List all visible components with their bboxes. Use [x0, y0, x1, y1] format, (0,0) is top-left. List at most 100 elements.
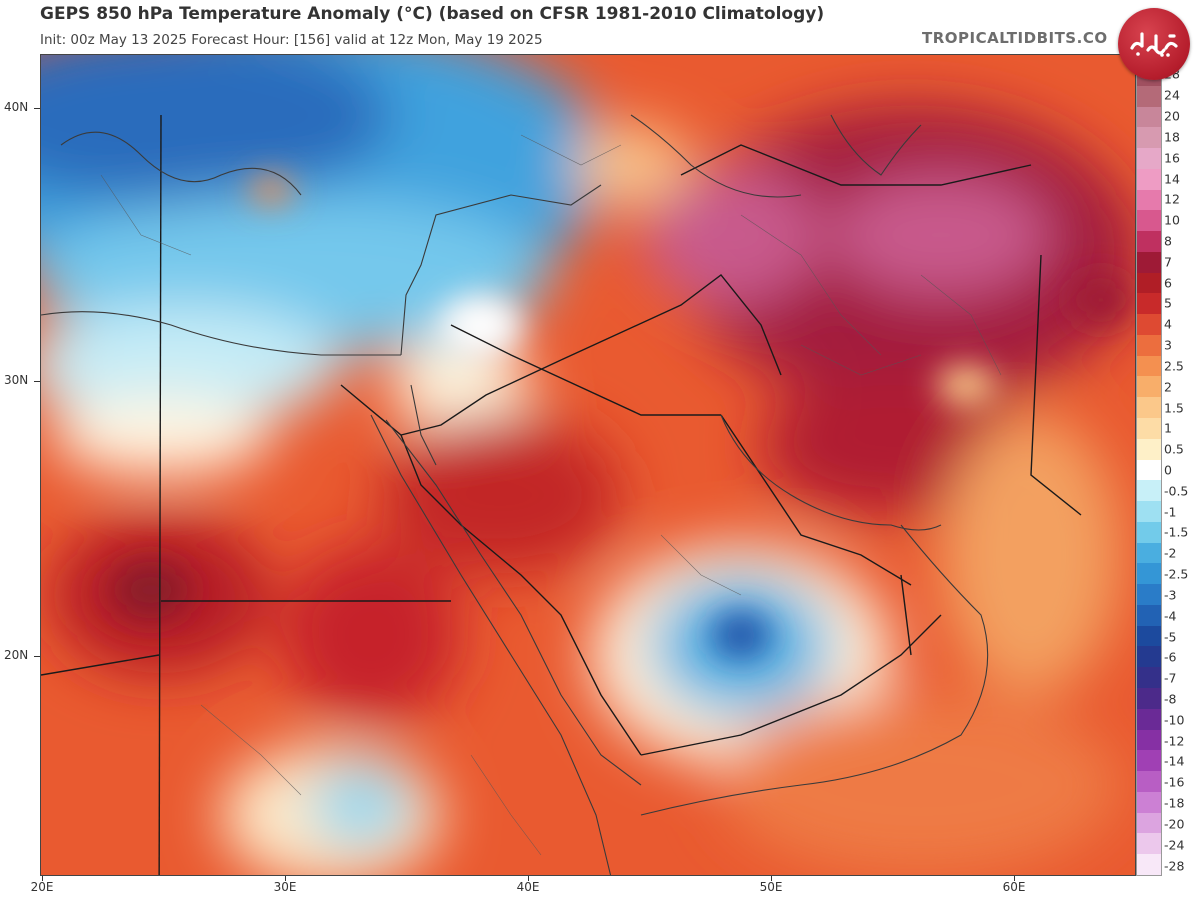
legend-swatch	[1137, 168, 1161, 190]
legend-swatch	[1137, 584, 1161, 605]
legend-label: -4	[1164, 608, 1177, 624]
lon-tick-20e	[42, 876, 43, 881]
legend-label: 5	[1164, 295, 1172, 311]
legend-label: 24	[1164, 87, 1180, 103]
legend-label: -2.5	[1164, 566, 1189, 582]
legend-label: 4	[1164, 316, 1172, 332]
legend-label: 8	[1164, 233, 1172, 249]
legend-label: -16	[1164, 774, 1185, 790]
legend-swatch	[1137, 231, 1161, 252]
anomaly-shading-detail	[111, 176, 1131, 659]
legend-swatch	[1137, 376, 1161, 398]
anomaly-shading	[41, 55, 1135, 875]
legend-swatch	[1137, 189, 1161, 211]
lon-tick-40e	[528, 876, 529, 881]
legend-label: -20	[1164, 816, 1185, 832]
lon-label-20e: 20E	[30, 880, 54, 894]
map-header: GEPS 850 hPa Temperature Anomaly (°C) (b…	[0, 0, 1200, 54]
lat-tick-20n	[34, 656, 40, 657]
legend-swatch	[1137, 854, 1161, 875]
legend-label: 1	[1164, 420, 1172, 436]
legend-label: 7	[1164, 254, 1172, 270]
legend-label: -5	[1164, 629, 1177, 645]
legend-label: 3	[1164, 337, 1172, 353]
legend-label: -7	[1164, 670, 1177, 686]
legend-label: -24	[1164, 837, 1185, 853]
lat-tick-30n	[34, 381, 40, 382]
lon-tick-30e	[285, 876, 286, 881]
legend-swatch	[1137, 791, 1161, 813]
legend-swatch	[1137, 771, 1161, 792]
legend-swatch	[1137, 729, 1161, 751]
legend-swatch	[1137, 521, 1161, 543]
legend-swatch	[1137, 355, 1161, 377]
forecast-info: Init: 00z May 13 2025 Forecast Hour: [15…	[40, 32, 543, 48]
legend-swatch	[1137, 459, 1161, 481]
legend-label: 10	[1164, 212, 1180, 228]
legend-swatch	[1137, 501, 1161, 522]
legend-label: -1.5	[1164, 524, 1189, 540]
legend-colorbar	[1136, 64, 1162, 876]
legend-labels: 28242018161412108765432.521.510.50-0.5-1…	[1160, 64, 1200, 876]
lon-tick-50e	[771, 876, 772, 881]
legend-swatch	[1137, 625, 1161, 647]
legend-label: 2.5	[1164, 358, 1184, 374]
legend-label: -14	[1164, 753, 1185, 769]
legend-swatch	[1137, 85, 1161, 107]
legend-swatch	[1137, 314, 1161, 335]
legend-swatch	[1137, 272, 1161, 294]
legend-label: -12	[1164, 733, 1185, 749]
legend-label: -3	[1164, 587, 1177, 603]
lon-tick-60e	[1014, 876, 1015, 881]
legend-label: -28	[1164, 858, 1185, 874]
anomaly-map[interactable]	[40, 54, 1136, 876]
lat-tick-40n	[34, 108, 40, 109]
source-watermark: TROPICALTIDBITS.CO	[922, 29, 1108, 47]
legend-label: -10	[1164, 712, 1185, 728]
legend-label: 0	[1164, 462, 1172, 478]
coastlines	[41, 114, 989, 875]
legend-swatch	[1137, 646, 1161, 668]
legend-swatch	[1137, 293, 1161, 315]
lon-label-30e: 30E	[273, 880, 297, 894]
legend-label: 2	[1164, 379, 1172, 395]
province-borders	[100, 134, 1002, 856]
lat-label-40n: 40N	[4, 100, 29, 114]
legend-label: 14	[1164, 171, 1180, 186]
lat-label-20n: 20N	[4, 648, 29, 662]
legend-swatch	[1137, 812, 1161, 834]
legend-swatch	[1137, 251, 1161, 273]
legend-label: 12	[1164, 191, 1180, 207]
legend-label: -18	[1164, 795, 1185, 811]
legend-swatch	[1137, 604, 1161, 626]
map-title: GEPS 850 hPa Temperature Anomaly (°C) (b…	[40, 4, 825, 24]
lat-label-30n: 30N	[4, 373, 29, 387]
legend-label: 18	[1164, 129, 1180, 145]
legend-label: 16	[1164, 150, 1180, 166]
legend-swatch	[1137, 397, 1161, 419]
legend-swatch	[1137, 334, 1161, 356]
legend-swatch	[1137, 687, 1161, 709]
legend-swatch	[1137, 127, 1161, 149]
logo-glyph-icon	[1130, 32, 1178, 57]
legend-label: -2	[1164, 545, 1177, 561]
legend-swatch	[1137, 563, 1161, 585]
country-borders	[41, 114, 1082, 875]
lon-label-60e: 60E	[1002, 880, 1026, 894]
fararu-logo	[1118, 8, 1190, 80]
legend-label: 0.5	[1164, 441, 1184, 457]
legend-label: 1.5	[1164, 400, 1184, 416]
legend-swatch	[1137, 833, 1161, 855]
legend-label: -8	[1164, 691, 1177, 707]
map-canvas	[41, 55, 1135, 875]
lon-label-50e: 50E	[759, 880, 783, 894]
legend-swatch	[1137, 750, 1161, 772]
legend-swatch	[1137, 106, 1161, 128]
legend-swatch	[1137, 480, 1161, 502]
legend-label: 20	[1164, 108, 1180, 124]
legend-swatch	[1137, 438, 1161, 460]
lon-label-40e: 40E	[516, 880, 540, 894]
legend-swatch	[1137, 708, 1161, 730]
legend-swatch	[1137, 210, 1161, 232]
legend-label: -1	[1164, 504, 1177, 520]
